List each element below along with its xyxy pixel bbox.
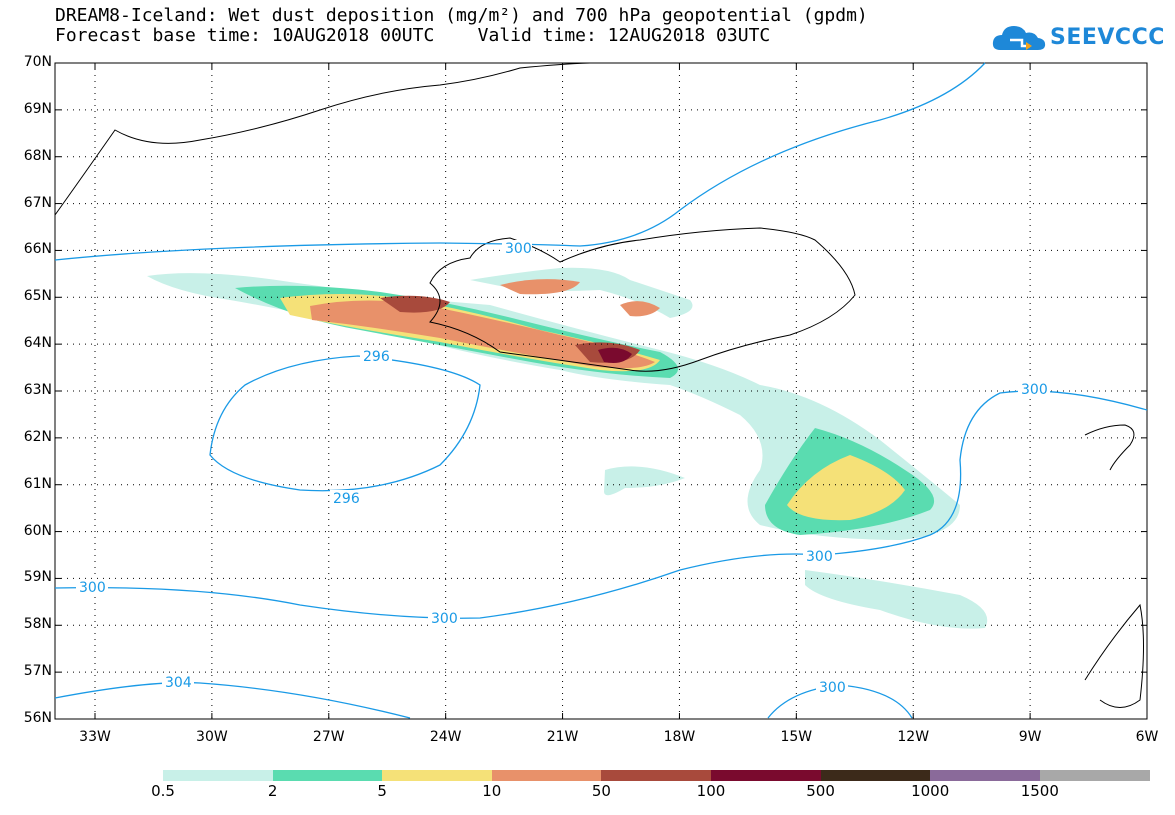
contour-label: 300 <box>806 549 833 565</box>
legend-label: 50 <box>591 782 611 800</box>
longitude-label: 24W <box>429 729 462 745</box>
logo-text: SEEVCCC <box>1050 25 1165 50</box>
dust-patch-2 <box>805 570 988 629</box>
latitude-label: 61N <box>23 475 52 492</box>
contour-label: 300 <box>819 680 846 696</box>
latitude-label: 62N <box>23 428 52 445</box>
dust-level-100 <box>598 347 632 363</box>
contour-label: 300 <box>1021 382 1048 398</box>
contour-304 <box>54 681 411 719</box>
contour-300-mid <box>54 390 1148 619</box>
latitude-label: 64N <box>23 335 52 352</box>
longitude-label: 12W <box>897 729 930 745</box>
latitude-label: 67N <box>23 194 52 211</box>
longitude-label: 30W <box>196 729 228 745</box>
contour-labels: 300 296 296 300 300 300 304 300 300 <box>76 240 1050 696</box>
longitude-label: 33W <box>79 729 111 745</box>
legend-swatch <box>601 770 712 781</box>
longitude-label: 27W <box>312 729 345 745</box>
latitude-label: 59N <box>23 569 52 586</box>
legend-swatch <box>272 770 383 781</box>
latitude-label: 68N <box>23 147 52 164</box>
legend-swatch <box>382 770 493 781</box>
contour-label: 304 <box>165 675 192 691</box>
legend-swatch <box>491 770 602 781</box>
dust-deposition-shading <box>147 267 988 629</box>
latitude-label: 70N <box>23 54 52 70</box>
contour-label: 296 <box>333 491 360 507</box>
iceland-coast <box>429 227 856 372</box>
cloud-icon <box>992 26 1046 50</box>
legend-label: 1000 <box>911 782 950 800</box>
contour-label: 300 <box>505 241 532 257</box>
legend-swatch <box>163 770 274 781</box>
title-line-2: Forecast base time: 10AUG2018 00UTC Vali… <box>55 25 771 46</box>
longitude-label: 6W <box>1135 729 1159 745</box>
legend-swatch <box>711 770 822 781</box>
graticule <box>55 63 1147 719</box>
contour-label: 300 <box>79 580 106 596</box>
latitude-label: 56N <box>23 710 52 726</box>
latitude-label: 57N <box>23 663 52 680</box>
latitude-label: 69N <box>23 100 52 117</box>
longitude-label: 21W <box>546 729 579 745</box>
seevccc-logo: SEEVCCC <box>990 18 1164 58</box>
contour-label: 300 <box>431 611 458 627</box>
latitude-label: 60N <box>23 522 52 539</box>
latitude-label: 63N <box>23 382 52 398</box>
dust-level-10 <box>310 300 655 369</box>
axis-ticks <box>55 62 1148 720</box>
dust-level-5-south <box>787 455 905 521</box>
dust-level-50 <box>380 295 450 313</box>
dust-level-10-north <box>500 279 580 295</box>
legend-swatch <box>930 770 1041 781</box>
dust-patch-1 <box>604 466 685 496</box>
longitude-label: 15W <box>780 729 813 745</box>
latitude-label: 66N <box>23 241 52 258</box>
legend-label: 5 <box>377 782 387 800</box>
latitude-label: 58N <box>23 616 52 633</box>
greenland-coast <box>54 62 591 216</box>
legend-label: 0.5 <box>151 782 175 800</box>
dust-patch-3 <box>470 267 693 318</box>
contour-label: 296 <box>363 349 390 365</box>
contour-296 <box>209 355 481 492</box>
latitude-label: 65N <box>23 288 52 305</box>
scotland-coast <box>1084 603 1144 708</box>
legend-swatch <box>820 770 931 781</box>
legend-label: 100 <box>696 782 726 800</box>
title-line-1: DREAM8-Iceland: Wet dust deposition (mg/… <box>55 5 868 26</box>
legend-label: 10 <box>482 782 502 800</box>
longitude-label: 9W <box>1018 729 1042 745</box>
contour-300-north <box>54 62 986 261</box>
legend-swatch <box>1039 770 1150 781</box>
longitude-label: 18W <box>663 729 696 745</box>
coastline <box>54 62 1144 708</box>
legend-label: 1500 <box>1020 782 1059 800</box>
legend-label: 500 <box>806 782 835 800</box>
geopotential-contours <box>54 62 1148 719</box>
dust-level-10-east <box>620 301 660 317</box>
faroe-coast <box>1084 424 1135 471</box>
legend-label: 2 <box>267 782 278 800</box>
